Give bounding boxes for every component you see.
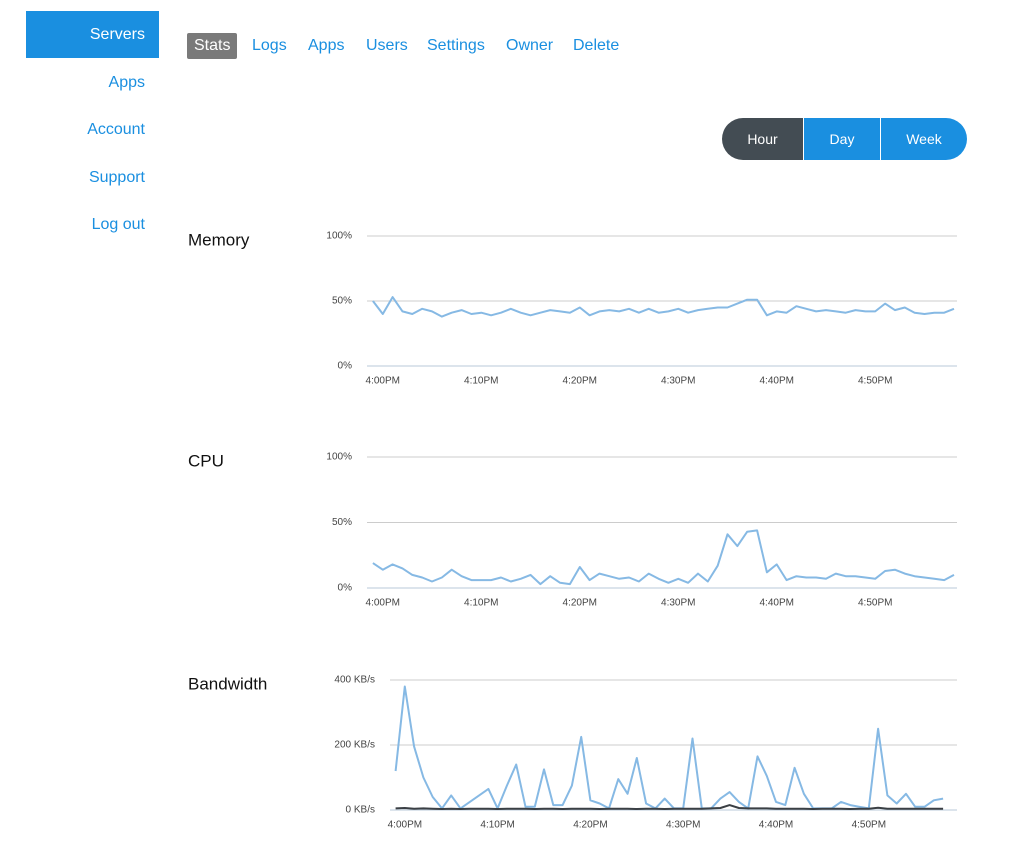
chart-title: Bandwidth	[188, 674, 267, 693]
x-tick-label: 4:30PM	[661, 598, 695, 609]
x-tick-label: 4:10PM	[480, 820, 514, 831]
y-tick-label: 100%	[326, 452, 352, 463]
series-line	[395, 804, 944, 810]
x-tick-label: 4:30PM	[661, 376, 695, 387]
y-tick-label: 200 KB/s	[334, 740, 375, 751]
x-tick-label: 4:00PM	[366, 376, 400, 387]
series-line	[372, 529, 955, 586]
x-tick-label: 4:20PM	[573, 820, 607, 831]
y-tick-label: 0 KB/s	[346, 805, 375, 816]
range-button[interactable]: Hour	[722, 118, 803, 160]
nav-link[interactable]: Support	[88, 168, 145, 186]
x-tick-label: 4:00PM	[388, 820, 422, 831]
y-tick-label: 0%	[338, 361, 353, 372]
y-tick-label: 50%	[332, 296, 352, 307]
x-tick-label: 4:00PM	[366, 598, 400, 609]
x-tick-label: 4:20PM	[563, 598, 597, 609]
chart-title: Memory	[188, 230, 250, 249]
x-tick-label: 4:50PM	[858, 598, 892, 609]
tab[interactable]: Apps	[308, 37, 345, 54]
x-tick-label: 4:50PM	[858, 376, 892, 387]
tab[interactable]: Stats	[187, 33, 238, 59]
nav-link[interactable]: Log out	[91, 216, 145, 233]
tab[interactable]: Users	[366, 37, 408, 54]
x-tick-label: 4:30PM	[666, 820, 700, 831]
series-line	[394, 685, 944, 810]
tab[interactable]: Logs	[252, 37, 287, 54]
y-tick-label: 100%	[326, 231, 352, 242]
x-tick-label: 4:10PM	[464, 376, 498, 387]
x-tick-label: 4:40PM	[760, 598, 794, 609]
tab[interactable]: Settings	[427, 37, 485, 54]
range-button[interactable]: Day	[804, 118, 880, 160]
nav-link[interactable]: Servers	[26, 11, 159, 58]
tab[interactable]: Delete	[573, 37, 620, 54]
x-tick-label: 4:20PM	[563, 376, 597, 387]
series-line	[372, 296, 955, 318]
x-tick-label: 4:10PM	[464, 598, 498, 609]
x-tick-label: 4:50PM	[852, 820, 886, 831]
y-tick-label: 50%	[332, 517, 352, 528]
range-button[interactable]: Week	[881, 118, 967, 160]
y-tick-label: 400 KB/s	[334, 675, 375, 686]
x-tick-label: 4:40PM	[759, 820, 793, 831]
nav-link[interactable]: Apps	[108, 73, 145, 91]
chart-title: CPU	[188, 451, 224, 470]
x-tick-label: 4:40PM	[760, 376, 794, 387]
nav-link[interactable]: Account	[87, 121, 145, 138]
tab[interactable]: Owner	[506, 37, 554, 54]
y-tick-label: 0%	[338, 583, 353, 594]
